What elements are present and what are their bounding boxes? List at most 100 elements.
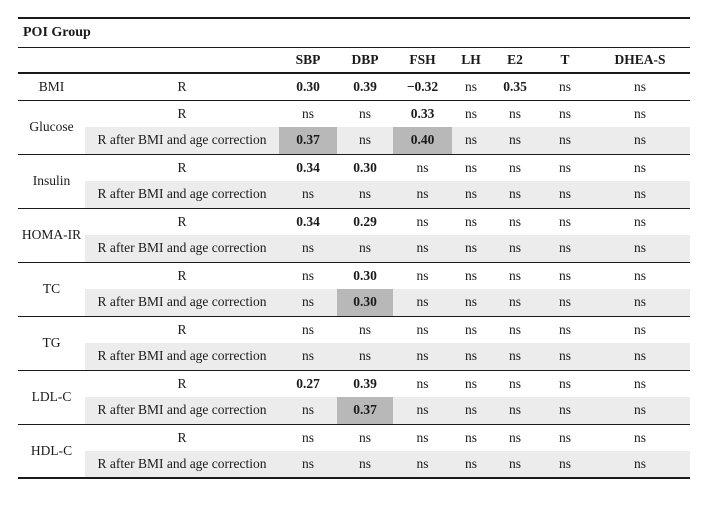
value-cell: ns — [490, 343, 540, 371]
value-cell: ns — [558, 321, 571, 337]
value-cell: ns — [452, 397, 490, 425]
value-cell: 0.37 — [279, 127, 337, 155]
table-row: R after BMI and age correction ns ns ns ns ns… — [18, 451, 691, 479]
value-cell: ns — [590, 397, 691, 425]
value-cell: ns — [540, 397, 590, 425]
table-row: R after BMI and age correction 0.37 ns 0.40… — [18, 127, 691, 155]
value-cell: ns — [490, 397, 540, 425]
value-cell: ns — [301, 267, 314, 283]
value-cell: ns — [464, 213, 477, 229]
value-cell: ns — [452, 343, 490, 371]
value-cell: 0.39 — [337, 73, 393, 101]
value-cell: ns — [279, 235, 337, 263]
value-cell: ns — [590, 343, 691, 371]
value-cell: ns — [558, 429, 571, 445]
table-row: R after BMI and age correction ns ns ns ns ns… — [18, 235, 691, 263]
value-cell: ns — [634, 213, 647, 229]
value-cell: ns — [508, 159, 521, 175]
value-cell: ns — [634, 159, 647, 175]
group-label: LDL-C — [18, 370, 85, 425]
value-cell: ns — [490, 127, 540, 155]
value-cell: ns — [452, 451, 490, 479]
value-cell: ns — [416, 267, 429, 283]
row-type-label: R — [85, 73, 279, 101]
value-cell: −0.32 — [393, 73, 452, 101]
value-cell: 0.30 — [353, 267, 377, 283]
value-cell: ns — [590, 289, 691, 317]
value-cell: ns — [490, 181, 540, 209]
value-cell: ns — [279, 181, 337, 209]
value-cell: ns — [464, 267, 477, 283]
value-cell: ns — [540, 235, 590, 263]
correlation-table-container: POI Group SBP DBP FSH LH E2 T DHEA-S BMI… — [18, 17, 691, 479]
value-cell: ns — [358, 105, 371, 121]
value-cell: ns — [540, 73, 590, 101]
value-cell: ns — [540, 451, 590, 479]
value-cell: ns — [508, 429, 521, 445]
value-cell: ns — [590, 127, 691, 155]
value-cell: 0.34 — [296, 159, 320, 175]
group-label: HOMA-IR — [18, 208, 85, 263]
group-label: Insulin — [18, 154, 85, 209]
table-row: R after BMI and age correction ns ns ns ns ns… — [18, 181, 691, 209]
value-cell: ns — [540, 289, 590, 317]
column-header-sbp: SBP — [279, 47, 337, 74]
row-type-label: R after BMI and age correction — [85, 451, 279, 479]
table-row: R after BMI and age correction ns 0.30 ns ns… — [18, 289, 691, 317]
group-label: TG — [18, 316, 85, 371]
row-type-label: R — [177, 429, 187, 445]
value-cell: ns — [393, 451, 452, 479]
value-cell: ns — [490, 451, 540, 479]
correlation-table: POI Group SBP DBP FSH LH E2 T DHEA-S BMI… — [18, 17, 691, 479]
value-cell: ns — [558, 159, 571, 175]
table-title-row: POI Group — [18, 18, 691, 48]
value-cell: 0.29 — [353, 213, 377, 229]
value-cell: ns — [416, 213, 429, 229]
table-title: POI Group — [18, 18, 691, 48]
column-header-lh: LH — [452, 47, 490, 74]
table-row: HOMA-IR R 0.34 0.29 ns ns ns ns ns — [18, 208, 690, 263]
row-type-label: R — [177, 267, 187, 283]
value-cell: ns — [358, 321, 371, 337]
value-cell: ns — [590, 235, 691, 263]
value-cell: 0.40 — [393, 127, 452, 155]
value-cell: ns — [301, 429, 314, 445]
value-cell: 0.34 — [296, 213, 320, 229]
value-cell: ns — [558, 267, 571, 283]
group-label: TC — [18, 262, 85, 317]
value-cell: 0.30 — [353, 159, 377, 175]
row-type-label: R after BMI and age correction — [85, 181, 279, 209]
header-spacer-parameter — [18, 47, 85, 74]
column-header-fsh: FSH — [393, 47, 452, 74]
value-cell: ns — [490, 235, 540, 263]
row-type-label: R after BMI and age correction — [85, 397, 279, 425]
row-type-label: R after BMI and age correction — [85, 127, 279, 155]
value-cell: ns — [540, 127, 590, 155]
value-cell: ns — [464, 105, 477, 121]
value-cell: 0.30 — [279, 73, 337, 101]
value-cell: ns — [393, 181, 452, 209]
value-cell: ns — [416, 159, 429, 175]
value-cell: ns — [634, 429, 647, 445]
table-row: LDL-C R 0.27 0.39 ns ns ns ns ns — [18, 370, 690, 425]
row-type-label: R after BMI and age correction — [85, 343, 279, 371]
value-cell: ns — [590, 73, 691, 101]
table-row: R after BMI and age correction ns ns ns ns ns… — [18, 343, 691, 371]
value-cell: ns — [464, 429, 477, 445]
value-cell: ns — [464, 375, 477, 391]
value-cell: ns — [279, 451, 337, 479]
value-cell: ns — [337, 343, 393, 371]
value-cell: ns — [452, 235, 490, 263]
value-cell: ns — [416, 375, 429, 391]
column-header-dhea-s: DHEA-S — [590, 47, 691, 74]
value-cell: ns — [540, 181, 590, 209]
value-cell: ns — [301, 321, 314, 337]
value-cell: ns — [416, 321, 429, 337]
value-cell: ns — [279, 343, 337, 371]
value-cell: ns — [337, 235, 393, 263]
value-cell: ns — [337, 451, 393, 479]
value-cell: ns — [634, 375, 647, 391]
